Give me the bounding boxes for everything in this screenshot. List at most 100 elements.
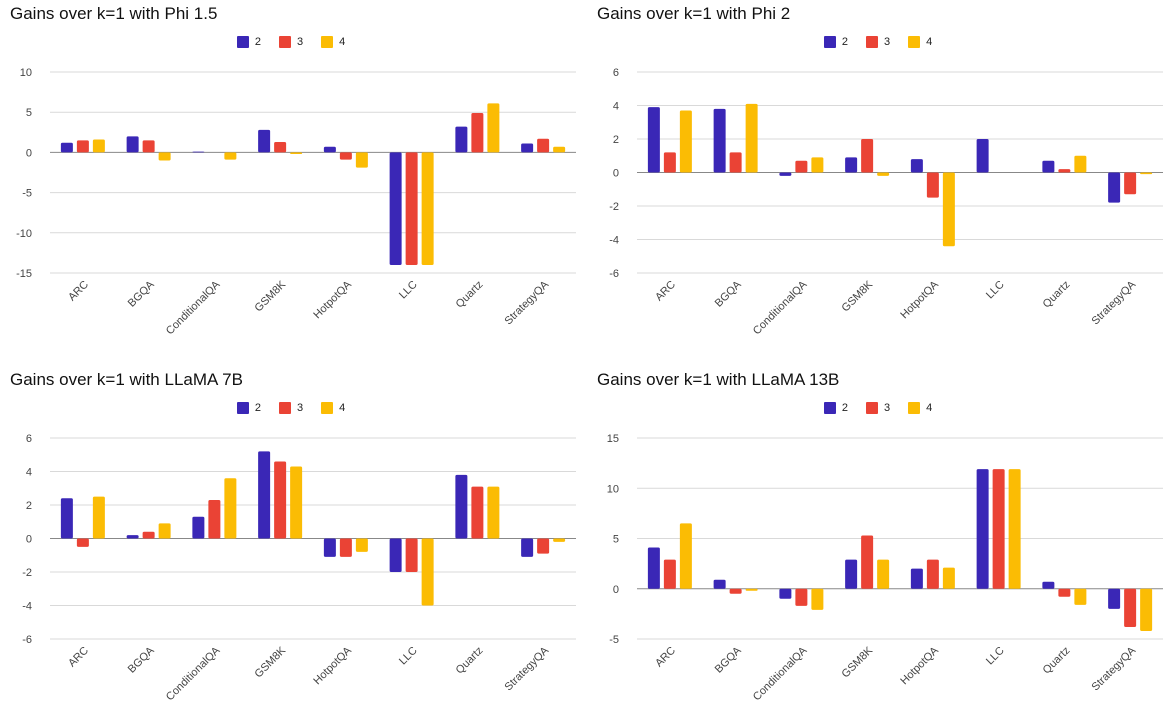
x-tick-label: BGQA bbox=[126, 644, 157, 675]
y-tick-label: -2 bbox=[609, 201, 619, 213]
bar-3 bbox=[861, 535, 873, 588]
x-tick-label: ConditionalQA bbox=[164, 644, 223, 703]
y-tick-label: -10 bbox=[16, 228, 32, 240]
bar-3 bbox=[1124, 173, 1136, 195]
bar-3 bbox=[537, 139, 549, 153]
y-tick-label: -5 bbox=[22, 188, 32, 200]
y-tick-label: 0 bbox=[613, 168, 619, 180]
bar-2 bbox=[390, 152, 402, 265]
x-tick-label: Quartz bbox=[454, 279, 486, 311]
bar-2 bbox=[521, 144, 533, 153]
x-tick-label: ConditionalQA bbox=[751, 644, 810, 703]
bar-3 bbox=[861, 139, 873, 173]
x-tick-label: StrategyQA bbox=[1090, 644, 1139, 693]
bar-2 bbox=[61, 498, 73, 538]
bar-4 bbox=[1140, 173, 1152, 175]
x-tick-label: StrategyQA bbox=[1090, 278, 1139, 327]
y-tick-label: 10 bbox=[20, 67, 32, 79]
y-tick-label: -5 bbox=[609, 634, 619, 646]
bar-3 bbox=[340, 539, 352, 557]
x-tick-label: ARC bbox=[653, 645, 678, 670]
bar-4 bbox=[943, 568, 955, 589]
x-tick-label: StrategyQA bbox=[503, 644, 552, 693]
bar-3 bbox=[730, 589, 742, 594]
bar-3 bbox=[340, 152, 352, 159]
bar-2 bbox=[455, 127, 467, 153]
bar-2 bbox=[1108, 589, 1120, 609]
bar-4 bbox=[422, 152, 434, 265]
bar-3 bbox=[274, 461, 286, 538]
bar-2 bbox=[648, 107, 660, 172]
bar-4 bbox=[680, 523, 692, 588]
x-tick-label: ConditionalQA bbox=[164, 278, 223, 337]
bar-4 bbox=[93, 497, 105, 539]
bar-3 bbox=[664, 152, 676, 172]
x-tick-label: ARC bbox=[66, 645, 91, 670]
bar-3 bbox=[993, 469, 1005, 589]
y-tick-label: -4 bbox=[22, 601, 32, 613]
x-tick-label: LLC bbox=[984, 279, 1007, 302]
x-tick-label: Quartz bbox=[454, 645, 486, 677]
bar-3 bbox=[1058, 169, 1070, 172]
x-tick-label: ARC bbox=[66, 279, 91, 304]
bar-2 bbox=[779, 173, 791, 176]
bar-4 bbox=[943, 173, 955, 247]
bar-2 bbox=[845, 560, 857, 589]
bar-3 bbox=[274, 142, 286, 152]
x-tick-label: BGQA bbox=[126, 278, 157, 309]
bar-4 bbox=[811, 157, 823, 172]
y-tick-label: 0 bbox=[26, 147, 32, 159]
bar-3 bbox=[664, 560, 676, 589]
bar-2 bbox=[1108, 173, 1120, 203]
bar-2 bbox=[127, 136, 139, 152]
bar-3 bbox=[143, 140, 155, 152]
y-tick-label: 10 bbox=[607, 483, 619, 495]
bar-2 bbox=[61, 143, 73, 153]
bar-3 bbox=[795, 589, 807, 606]
x-tick-label: GSM8K bbox=[253, 644, 289, 680]
x-tick-label: LLC bbox=[397, 645, 420, 668]
bar-2 bbox=[714, 109, 726, 173]
bar-4 bbox=[877, 560, 889, 589]
bar-3 bbox=[1058, 589, 1070, 597]
bar-2 bbox=[911, 569, 923, 589]
bar-4 bbox=[356, 152, 368, 167]
bar-2 bbox=[192, 152, 204, 153]
bar-3 bbox=[208, 500, 220, 539]
y-tick-label: 4 bbox=[26, 467, 32, 479]
bar-4 bbox=[224, 478, 236, 538]
bar-2 bbox=[648, 548, 660, 589]
bar-4 bbox=[159, 523, 171, 538]
x-tick-label: Quartz bbox=[1041, 645, 1073, 677]
bar-4 bbox=[746, 104, 758, 173]
bar-4 bbox=[290, 152, 302, 154]
bar-4 bbox=[290, 466, 302, 538]
bar-2 bbox=[192, 517, 204, 539]
bar-2 bbox=[779, 589, 791, 599]
bar-4 bbox=[1074, 156, 1086, 173]
bar-4 bbox=[1140, 589, 1152, 631]
bar-4 bbox=[877, 173, 889, 176]
bar-2 bbox=[127, 535, 139, 538]
bar-2 bbox=[258, 130, 270, 153]
bar-3 bbox=[927, 173, 939, 198]
bar-4 bbox=[422, 539, 434, 606]
bar-2 bbox=[258, 451, 270, 538]
bar-3 bbox=[77, 539, 89, 547]
x-tick-label: Quartz bbox=[1041, 279, 1073, 311]
bar-3 bbox=[77, 140, 89, 152]
x-tick-label: LLC bbox=[984, 645, 1007, 668]
y-tick-label: 5 bbox=[613, 534, 619, 546]
bar-3 bbox=[927, 560, 939, 589]
bar-2 bbox=[1042, 161, 1054, 173]
y-tick-label: -6 bbox=[609, 268, 619, 280]
bar-3 bbox=[471, 487, 483, 539]
bar-2 bbox=[390, 539, 402, 573]
bar-4 bbox=[553, 147, 565, 153]
y-tick-label: -6 bbox=[22, 634, 32, 646]
